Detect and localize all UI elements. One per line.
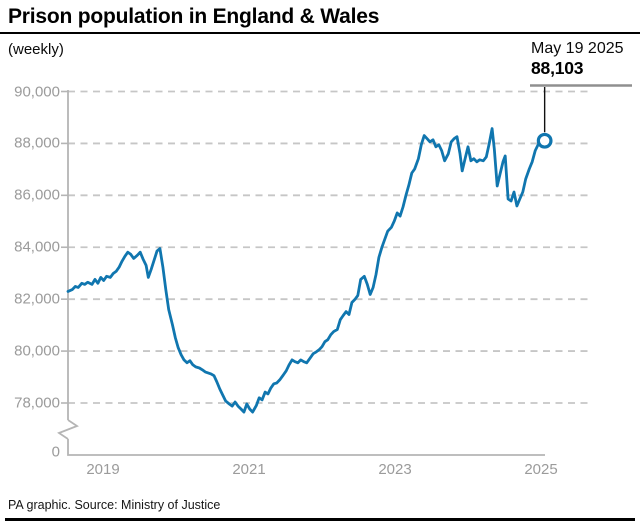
- x-axis-label: 2019: [86, 461, 120, 478]
- y-axis-label: 78,000: [14, 394, 60, 412]
- y-axis-label: 82,000: [14, 290, 60, 308]
- endpoint-marker: [536, 132, 553, 149]
- y-axis-label: 0: [51, 443, 60, 461]
- x-axis-line: [67, 439, 545, 456]
- source-credit: PA graphic. Source: Ministry of Justice: [8, 498, 221, 512]
- title-rule: [0, 32, 640, 34]
- page-title: Prison population in England & Wales: [8, 5, 380, 28]
- latest-value-annotation: May 19 2025 88,103: [531, 40, 624, 79]
- axis-break-icon: [57, 419, 79, 440]
- annotation-date: May 19 2025: [531, 40, 624, 57]
- chart-subtitle: (weekly): [8, 41, 64, 58]
- footer-bar: [5, 518, 635, 521]
- y-axis-label: 80,000: [14, 342, 60, 360]
- y-axis-label: 84,000: [14, 238, 60, 256]
- y-axis-label: 88,000: [14, 134, 60, 152]
- x-axis-label: 2025: [524, 461, 558, 478]
- y-axis-label: 86,000: [14, 186, 60, 204]
- x-axis-label: 2023: [378, 461, 412, 478]
- y-axis-label: 90,000: [14, 83, 60, 100]
- x-axis-label: 2021: [232, 461, 266, 478]
- annotation-value: 88,103: [531, 58, 584, 79]
- prison-population-line: [66, 127, 546, 414]
